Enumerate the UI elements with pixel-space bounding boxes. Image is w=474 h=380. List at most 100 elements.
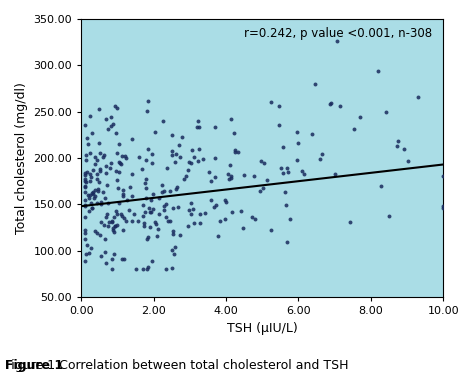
Point [96,168,104,174]
Point [155,195,163,201]
Point [81,197,89,203]
Point [143,266,151,272]
Point [127,184,134,190]
Point [105,126,112,132]
Point [107,124,115,130]
Point [283,202,290,208]
Point [93,176,101,182]
Point [115,169,122,175]
Point [176,154,183,160]
Point [401,146,408,152]
Point [102,116,110,122]
Point [125,207,133,213]
Point [346,218,354,225]
Point [91,193,99,199]
Point [81,226,89,233]
Point [118,153,126,159]
Point [108,256,116,262]
Point [89,190,96,196]
Point [166,218,173,224]
Point [142,195,150,201]
Point [102,214,110,220]
Point [113,222,120,228]
Point [191,154,198,160]
Point [140,223,148,229]
Point [160,207,167,214]
Point [211,124,219,130]
Point [224,171,232,177]
Point [225,176,232,182]
Point [185,158,193,165]
Point [283,239,291,245]
Point [154,226,162,232]
Point [200,156,207,162]
Point [89,167,97,173]
Point [293,157,301,163]
Point [171,251,178,257]
Point [88,130,96,136]
Point [91,161,99,167]
Point [158,189,166,195]
Point [128,218,136,224]
Point [195,158,202,164]
Point [114,185,121,191]
Point [110,214,118,220]
Point [202,211,210,217]
Point [286,216,294,222]
Point [101,195,109,201]
Point [279,169,287,176]
Point [119,187,127,193]
Point [210,204,218,210]
Point [146,224,154,230]
Point [83,242,91,248]
Point [82,179,90,185]
Point [267,227,275,233]
Point [99,154,107,160]
Point [241,172,248,178]
Point [139,201,147,207]
Point [115,141,123,147]
Point [414,94,422,100]
Point [93,230,101,236]
Point [81,188,89,195]
Point [316,156,324,162]
Point [119,227,127,233]
Point [197,211,204,217]
Point [141,180,148,186]
Point [151,219,159,225]
Point [81,203,89,209]
Point [377,183,385,189]
Point [151,129,158,135]
Point [277,165,285,171]
Point [227,175,235,181]
Point [89,191,97,197]
Point [144,98,151,104]
Point [189,147,196,153]
Text: Figure 1: Figure 1 [5,359,63,372]
Point [158,182,166,188]
Point [311,81,319,87]
Point [120,215,128,221]
Point [281,188,289,195]
Y-axis label: Total cholesterol (mg/dl): Total cholesterol (mg/dl) [15,82,28,234]
Point [96,232,104,238]
Point [256,188,264,194]
Point [104,223,111,229]
Point [81,176,89,182]
Point [383,109,390,115]
Point [81,170,89,176]
Point [98,201,105,207]
Point [112,168,120,174]
Point [101,249,109,255]
Point [82,157,89,163]
Point [196,146,203,152]
Point [143,157,150,163]
Point [187,211,195,217]
Point [169,231,177,238]
Point [87,245,95,251]
Point [85,250,92,256]
Point [144,108,151,114]
Point [94,186,102,192]
Point [404,158,412,164]
Point [134,217,142,223]
